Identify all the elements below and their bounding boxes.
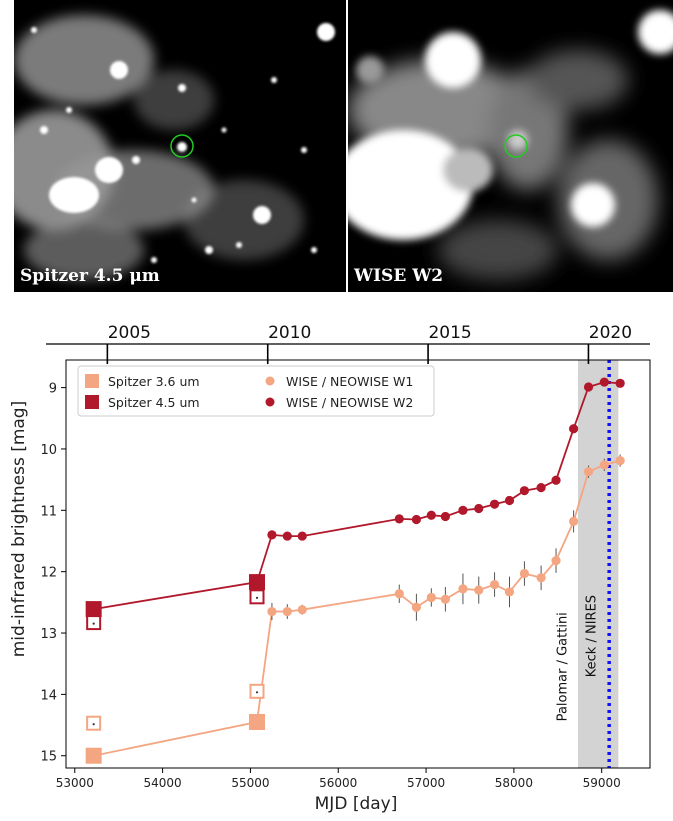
y-tick-label: 9 (49, 382, 57, 397)
w1-point (583, 467, 594, 477)
x-tick-label: 53000 (56, 776, 94, 790)
top-year-axis: 2005 2010 2015 2020 (46, 323, 650, 364)
w1-point (568, 516, 579, 526)
w2-point (551, 475, 561, 485)
x-tick-label: 59000 (583, 776, 621, 790)
shaded-region (577, 360, 619, 768)
w1-point (504, 587, 515, 597)
wise-label: WISE W2 (354, 266, 444, 286)
observation-window (577, 360, 619, 768)
spitzer45-filled-square (249, 574, 266, 591)
w2-point (615, 378, 625, 388)
w2-point (568, 424, 579, 434)
legend-circle-marker (265, 376, 275, 386)
w2-point (458, 505, 468, 515)
w2-point (504, 495, 515, 506)
spitzer-label: Spitzer 4.5 μm (20, 266, 160, 286)
annotation-keck: Keck / NIRES (585, 595, 600, 677)
annotations: Palomar / Gattini Keck / NIRES (556, 595, 600, 721)
y-axis: 9 10 11 12 13 14 15 (40, 382, 66, 765)
light-curve-chart: 53000 54000 55000 56000 57000 58000 59000 9 10 1… (9, 323, 651, 814)
w1-point (267, 606, 277, 617)
w1-point (599, 460, 609, 470)
y-tick-label: 15 (40, 750, 57, 765)
y-tick-label: 13 (40, 627, 57, 642)
w1-point (519, 568, 530, 579)
x-tick-label: 58000 (495, 776, 533, 790)
legend-label: Spitzer 4.5 um (108, 395, 200, 410)
x-axis: 53000 54000 55000 56000 57000 58000 59000 (56, 768, 621, 790)
legend-square-marker (85, 395, 99, 409)
w1-point (440, 594, 450, 604)
top-tick-label: 2020 (589, 323, 632, 343)
w1-line (93, 459, 621, 757)
spitzer36-filled-square (249, 713, 266, 730)
w1-point (551, 556, 561, 566)
x-tick-label: 57000 (407, 776, 445, 790)
x-axis-label: MJD [day] (315, 794, 398, 814)
w1-point (474, 585, 484, 595)
top-tick-label: 2015 (428, 323, 471, 343)
legend: Spitzer 3.6 um Spitzer 4.5 um WISE / NEOWI… (77, 365, 435, 417)
y-axis-label: mid-infrared brightness [mag] (9, 401, 29, 658)
y-tick-label: 14 (40, 688, 57, 703)
w2-point (411, 514, 421, 525)
target-marker-left (170, 134, 194, 158)
legend-circle-marker (265, 397, 275, 407)
spitzer45-open-dot (92, 622, 95, 625)
w2-point (297, 531, 307, 541)
legend-label: WISE / NEOWISE W1 (286, 374, 413, 389)
top-tick-label: 2005 (108, 323, 151, 343)
spitzer36-filled-square (85, 747, 102, 764)
legend-label: Spitzer 3.6 um (108, 374, 200, 389)
x-tick-label: 54000 (144, 776, 182, 790)
y-tick-label: 12 (40, 566, 57, 581)
w1-point (536, 573, 546, 583)
w2-point (267, 530, 277, 540)
spitzer45-filled-square (85, 601, 102, 618)
top-tick-label: 2010 (268, 323, 311, 343)
spitzer45-open-dot (255, 596, 259, 599)
wise-image (348, 0, 673, 292)
spitzer-image (14, 0, 346, 292)
y-tick-label: 11 (40, 504, 57, 519)
w2-point (426, 510, 436, 520)
spitzer36-open-dot (255, 691, 259, 694)
w2-point (440, 511, 450, 522)
w1-point (297, 605, 307, 615)
annotation-palomar: Palomar / Gattini (556, 612, 571, 721)
w2-point (489, 499, 500, 509)
w1-point (458, 584, 468, 594)
spitzer-image-panel: Spitzer 4.5 μm (14, 0, 346, 292)
spitzer36-open-dot (92, 723, 95, 726)
series-layer (85, 377, 625, 764)
w2-point (519, 486, 530, 496)
w2-point (394, 514, 404, 524)
w1-point (489, 579, 500, 590)
w1-point (411, 602, 421, 612)
legend-label: WISE / NEOWISE W2 (286, 395, 413, 410)
x-tick-label: 56000 (319, 776, 357, 790)
w1-point (615, 456, 625, 466)
target-marker-right (504, 134, 528, 158)
w1-point (426, 592, 436, 603)
y-tick-label: 10 (40, 443, 57, 458)
legend-square-marker (85, 374, 99, 388)
x-tick-label: 55000 (231, 776, 269, 790)
wise-image-panel: WISE W2 (348, 0, 673, 292)
w2-point (474, 503, 484, 514)
plot-frame (65, 359, 651, 769)
w2-point (536, 483, 546, 493)
w1-point (394, 589, 404, 599)
legend-box (77, 365, 435, 417)
w2-point (282, 531, 292, 541)
w2-point (599, 377, 609, 387)
w1-point (282, 606, 292, 617)
axes-box (65, 359, 651, 769)
w2-point (583, 382, 594, 392)
